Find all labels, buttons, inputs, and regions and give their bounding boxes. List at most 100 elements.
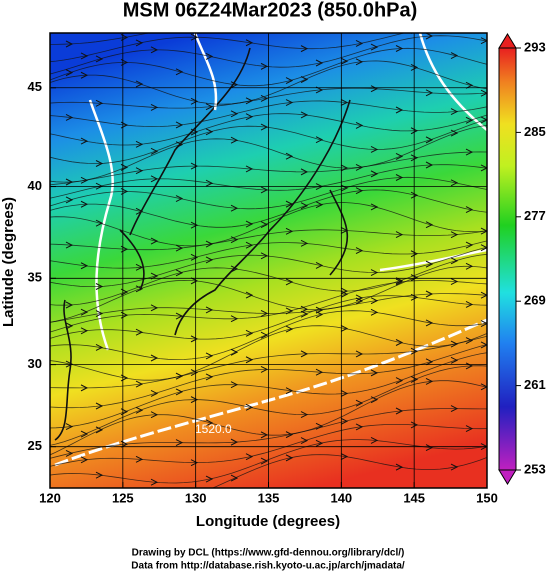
streamline-arrow: [395, 278, 404, 286]
streamline-arrow: [95, 426, 104, 434]
streamline-arrow: [65, 360, 74, 368]
streamline-arrow: [150, 175, 159, 183]
streamline-arrow: [231, 22, 237, 28]
streamline-arrow: [190, 335, 199, 343]
streamline-arrow: [175, 244, 184, 252]
streamline-arrow: [230, 236, 239, 244]
streamline-arrow: [190, 396, 199, 404]
streamline-arrow: [230, 348, 239, 356]
streamline-arrow: [205, 179, 214, 187]
streamline-arrow: [245, 113, 254, 121]
streamline-arrow: [190, 162, 199, 170]
streamline: [50, 164, 487, 199]
streamline-arrow: [150, 478, 159, 486]
streamline: [50, 189, 487, 228]
streamline-arrow: [80, 176, 89, 184]
streamline-arrow: [260, 186, 269, 194]
streamline-arrow: [410, 375, 419, 383]
streamline: [50, 33, 406, 63]
streamline-arrow: [466, 20, 472, 26]
streamline-arrow: [65, 322, 74, 330]
streamline-arrow: [205, 52, 214, 60]
streamline-arrow: [395, 407, 404, 415]
streamline-arrow: [480, 116, 487, 124]
streamline-arrow: [205, 373, 214, 381]
streamline-arrow: [355, 163, 364, 171]
streamline-arrow: [450, 108, 459, 116]
streamline-arrow: [190, 459, 199, 467]
streamline-arrow: [245, 329, 254, 337]
streamline-arrow: [370, 85, 379, 93]
streamline: [50, 352, 487, 429]
streamline-arrow: [230, 265, 239, 273]
streamline-arrow: [355, 294, 364, 302]
contour-label: 1520.0: [195, 422, 232, 436]
streamline-arrow: [370, 297, 379, 305]
streamline-arrow: [480, 443, 487, 451]
streamline-arrow: [95, 99, 104, 107]
colorbar-tick-label: 261: [524, 377, 546, 392]
streamline: [50, 365, 487, 446]
streamline-arrow: [465, 148, 474, 156]
streamline-arrow: [175, 269, 184, 277]
streamline-arrow: [66, 489, 72, 495]
streamline-arrow: [230, 110, 239, 118]
streamline-arrow: [230, 81, 239, 89]
streamline-arrow: [410, 421, 419, 429]
streamline-arrow: [95, 219, 104, 227]
streamline-arrow: [425, 89, 434, 97]
streamline-arrow: [95, 402, 104, 410]
streamline-arrow: [80, 384, 89, 392]
streamline-arrow: [410, 63, 419, 71]
streamline-arrow: [65, 449, 74, 457]
streamline-arrow: [340, 290, 349, 298]
streamline-arrow: [65, 196, 74, 204]
streamline-arrow: [190, 33, 199, 41]
streamline-arrow: [355, 423, 364, 431]
streamline-arrow: [370, 145, 379, 153]
y-tick-label: 35: [28, 270, 42, 285]
streamline-arrow: [355, 247, 364, 255]
streamline-arrow: [396, 22, 402, 28]
streamline-arrow: [80, 137, 89, 145]
streamline: [50, 60, 487, 105]
streamline-arrow: [95, 471, 104, 479]
streamline-arrow: [230, 474, 239, 482]
streamline-arrow: [370, 170, 379, 178]
streamline: [211, 454, 487, 488]
streamline-arrow: [135, 406, 144, 414]
streamline-arrow: [425, 377, 434, 385]
streamline-arrow: [450, 356, 459, 364]
streamline-arrow: [260, 457, 269, 465]
streamline-arrow: [65, 241, 74, 249]
streamline-arrow: [465, 337, 474, 344]
streamline-arrow: [340, 99, 349, 106]
streamline-arrow: [150, 304, 159, 312]
streamline-arrow: [425, 444, 434, 452]
streamline: [50, 35, 487, 75]
streamline-arrow: [230, 381, 239, 389]
streamline-arrow: [465, 362, 474, 370]
streamline-arrow: [355, 40, 364, 47]
streamline-arrow: [425, 290, 434, 298]
streamline-arrow: [260, 62, 269, 70]
streamline-arrow: [175, 121, 184, 129]
x-tick-label: 145: [403, 490, 425, 505]
streamline: [50, 87, 487, 109]
streamline-arrow: [300, 111, 309, 119]
streamline-arrow: [300, 202, 309, 210]
streamline-arrow: [465, 241, 474, 249]
y-tick-label: 30: [28, 356, 42, 371]
coastline: [119, 47, 351, 336]
streamline-arrow: [480, 291, 487, 299]
streamline-arrow: [286, 25, 292, 31]
streamline-arrow: [80, 200, 89, 208]
streamline-arrow: [205, 419, 214, 427]
streamline-arrow: [150, 147, 159, 155]
streamline-arrow: [245, 403, 254, 411]
streamline-arrow: [285, 387, 294, 395]
streamline-arrow: [245, 165, 254, 173]
streamline-arrow: [260, 331, 269, 339]
streamline: [50, 424, 487, 467]
